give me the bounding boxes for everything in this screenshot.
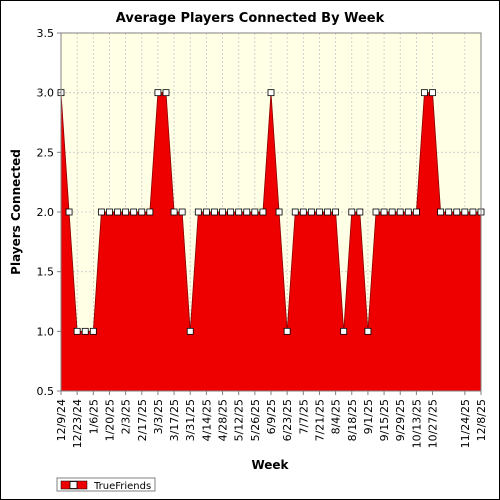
data-point [388,208,396,216]
legend: TrueFriends [56,477,156,492]
data-point [356,208,364,216]
data-point [429,89,436,97]
y-axis-title: Players Connected [9,149,23,275]
series-markers [57,89,485,335]
x-tick-label: 12/23/24 [71,399,84,448]
x-tick-label: 3/31/25 [184,399,197,441]
data-point [396,208,404,216]
data-point [211,208,218,216]
y-tick-label: 3.0 [37,87,55,100]
data-point [154,89,162,97]
x-tick-label: 9/15/25 [378,399,391,441]
y-tick-label: 1.0 [37,325,55,338]
y-tick-label: 1.5 [37,266,55,279]
data-point [316,208,323,216]
data-point [243,208,251,216]
data-point [404,208,412,216]
data-point [453,208,461,216]
data-point [97,208,105,216]
x-tick-label: 3/3/25 [152,399,165,434]
data-point [421,89,428,97]
x-tick-label: 10/27/25 [427,399,440,448]
data-point [162,89,170,97]
x-tick-label: 5/12/25 [233,399,246,441]
x-tick-label: 4/28/25 [217,399,230,441]
data-point [106,208,113,216]
data-point [81,327,89,335]
data-point [114,208,121,216]
x-tick-label: 7/21/25 [313,399,326,441]
data-point [461,208,469,216]
y-tick-label: 2.5 [37,146,55,159]
data-point [122,208,130,216]
x-tick-label: 1/6/25 [87,399,100,434]
data-point [283,327,291,335]
data-point [219,208,226,216]
x-tick-label: 9/29/25 [394,399,407,441]
x-tick-label: 2/17/25 [136,399,149,441]
data-point [324,208,331,216]
data-point [437,208,445,216]
data-point [340,327,348,335]
x-tick-label: 7/7/25 [297,399,310,434]
data-point [146,208,154,216]
x-tick-label: 6/23/25 [281,399,294,441]
data-point [348,208,356,216]
x-tick-label: 10/13/25 [410,399,423,448]
data-point [251,208,259,216]
data-point [65,208,73,216]
x-tick-label: 1/20/25 [103,399,116,441]
x-tick-label: 4/14/25 [200,399,213,441]
y-tick-label: 0.5 [37,385,55,398]
legend-label: TrueFriends [93,481,151,492]
data-point [380,208,388,216]
data-point [89,327,97,335]
chart-title: Average Players Connected By Week [116,11,385,26]
x-tick-label: 5/26/25 [249,399,262,441]
data-point [275,208,283,216]
y-tick-label: 2.0 [37,206,55,219]
data-point [227,208,235,216]
x-tick-label: 3/17/25 [168,399,181,441]
data-point [332,208,340,216]
x-tick-label: 9/1/25 [362,399,375,434]
data-point [130,208,138,216]
y-axis-ticks: 0.5 1.0 1.5 2.0 2.5 3.0 3.5 [37,27,61,398]
data-point [412,208,420,216]
data-point [267,89,275,97]
data-point [170,208,178,216]
data-point [186,327,194,335]
legend-marker [69,481,78,489]
data-point [202,208,210,216]
data-point [299,208,307,216]
x-tick-label: 12/8/25 [475,399,488,441]
data-point [73,327,81,335]
x-tick-label: 6/9/25 [265,399,278,434]
data-point [259,208,267,216]
x-tick-label: 2/3/25 [120,399,133,434]
data-point [469,208,477,216]
x-tick-label: 11/24/25 [459,399,472,448]
data-point [235,208,243,216]
x-tick-label: 8/18/25 [346,399,359,441]
x-tick-label: 8/4/25 [330,399,343,434]
data-point [372,208,380,216]
data-point [307,208,315,216]
data-point [445,208,453,216]
x-axis-title: Week [251,458,289,472]
data-point [194,208,202,216]
x-tick-label: 12/9/24 [55,399,68,441]
data-point [291,208,299,216]
data-point [178,208,186,216]
data-point [364,327,372,335]
x-axis-ticks: 12/9/24 12/23/24 1/6/25 1/20/25 2/3/25 2/17/2… [55,391,488,448]
y-tick-label: 3.5 [37,27,55,40]
data-point [138,208,146,216]
